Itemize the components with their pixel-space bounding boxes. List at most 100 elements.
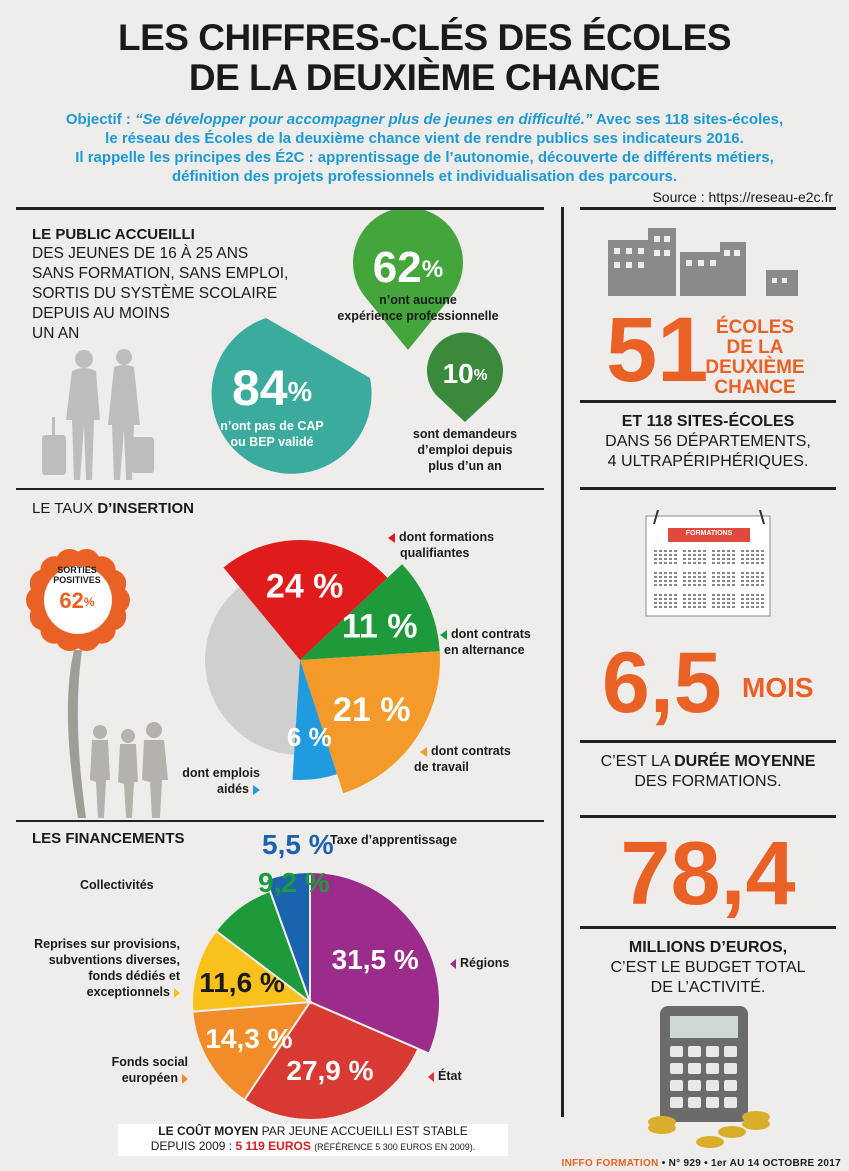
sites-line: 4 ULTRAPÉRIPHÉRIQUES. (607, 453, 809, 470)
buildings-icon (608, 228, 798, 296)
divider (16, 820, 544, 822)
fin-label-fse: Fonds social européen (76, 1054, 188, 1086)
slice-label-aides: dont emplois aidés (160, 765, 260, 797)
divider (580, 207, 836, 210)
arrow-icon (253, 784, 260, 795)
insertion-heading: LE TAUX D’INSERTION (32, 500, 194, 517)
arrow-icon (420, 746, 427, 757)
slice-label-line: dont formations (399, 530, 495, 544)
stat-label-line: expérience professionnelle (337, 309, 499, 323)
stat-10-label: sont demandeurs d’emploi depuis plus d’u… (400, 426, 530, 474)
fin-slice-value: 14,3 % (205, 1023, 292, 1054)
financement-pie: 31,5 %27,9 %14,3 %11,6 %9,2 %5,5 % (191, 829, 441, 1121)
budget-line: C’EST LE BUDGET TOTAL (610, 959, 806, 976)
stat-value: 62 (372, 243, 422, 292)
calendar-banner: FORMATIONS (685, 530, 733, 537)
badge-number: 62 (59, 588, 84, 613)
fin-label-line: européen (121, 1071, 178, 1085)
page-title: LES CHIFFRES-CLÉS DES ÉCOLES DE LA DEUXI… (0, 18, 849, 98)
arrow-icon (450, 958, 456, 969)
drop-62 (353, 210, 463, 350)
sites-text: ET 118 SITES-ÉCOLES DANS 56 DÉPARTEMENTS… (580, 412, 836, 472)
cout-amount: 5 119 EUROS (235, 1139, 311, 1153)
stat-84-label: n’ont pas de CAP ou BEP validé (202, 418, 342, 450)
stat-value: 84 (231, 360, 288, 416)
public-body: DES JEUNES DE 16 À 25 ANS SANS FORMATION… (32, 244, 288, 344)
stat-62-label: n’ont aucune expérience professionnelle (318, 292, 518, 324)
ecoles-label-line: CHANCE (714, 377, 796, 398)
fin-slice (242, 1000, 420, 1121)
intro-text: Objectif : “Se développer pour accompagn… (20, 110, 829, 186)
flower-badge (26, 548, 130, 818)
budget-text: MILLIONS D’EUROS, C’EST LE BUDGET TOTAL … (580, 938, 836, 998)
fin-label-line: fonds dédiés et (88, 969, 180, 983)
slice-label-line: dont contrats (451, 627, 531, 641)
intro-line-3: Il rappelle les principes des É2C : appr… (75, 149, 774, 166)
sites-bold: ET 118 SITES-ÉCOLES (621, 413, 795, 430)
fin-slice (191, 929, 313, 1013)
stat-10: 10% (434, 357, 496, 393)
fin-label-line: Fonds social (111, 1055, 188, 1069)
badge-label-line: POSITIVES (53, 575, 101, 585)
pie-slice-value: 21 % (333, 691, 411, 729)
fin-slice (264, 870, 311, 1003)
pie-slice-value: 6 % (287, 722, 332, 752)
stat-unit: % (421, 256, 444, 284)
calculator-icon (648, 1006, 770, 1148)
stat-label-line: plus d’un an (428, 459, 502, 473)
budget-number: 78,4 (620, 824, 796, 924)
divider (16, 207, 544, 210)
duree-text-a: C’EST LA (600, 753, 675, 770)
slice-label-line: de travail (414, 760, 469, 774)
stat-62: 62% (366, 244, 450, 294)
fin-slice-value: 5,5 % (262, 829, 334, 860)
arrow-icon (428, 1071, 434, 1082)
drop-84 (211, 318, 372, 474)
stat-unit: % (287, 375, 313, 407)
column-divider (561, 207, 564, 1117)
slice-label-formations: dont formations qualifiantes (388, 529, 538, 561)
travelers-illustration (42, 349, 154, 480)
pie-slice (223, 540, 388, 660)
arrow-icon (174, 987, 180, 998)
cout-text: PAR JEUNE ACCUEILLI EST STABLE (258, 1124, 468, 1138)
intro-rest-1: Avec ses 118 sites-écoles, (596, 111, 784, 128)
cout-moyen-box: LE COÛT MOYEN PAR JEUNE ACCUEILLI EST ST… (118, 1124, 508, 1156)
fin-slice-value: 9,2 % (258, 867, 330, 898)
public-body-line: SORTIS DU SYSTÈME SCOLAIRE (32, 285, 278, 302)
fin-slice (191, 1000, 312, 1102)
financement-heading: LES FINANCEMENTS (32, 830, 185, 847)
slice-label-alternance: dont contrats en alternance (440, 626, 550, 658)
ecoles-label-line: DEUXIÈME (705, 357, 805, 378)
insertion-heading-a: LE TAUX (32, 500, 98, 517)
badge-label-line: SORTIES (57, 565, 97, 575)
footer-issue: • N° 929 • 1er AU 14 OCTOBRE 2017 (658, 1158, 841, 1169)
arrow-icon (182, 1073, 188, 1084)
duree-number: 6,5 (602, 635, 722, 731)
divider (580, 400, 836, 403)
pie-slice-value: 11 % (342, 608, 418, 646)
source-link[interactable]: Source : https://reseau-e2c.fr (652, 189, 833, 205)
fin-label-line: Reprises sur provisions, (34, 937, 180, 951)
stat-unit: % (473, 366, 488, 384)
duree-unit: MOIS (742, 672, 814, 703)
divider (580, 487, 836, 490)
ecoles-label-line: ÉCOLES (715, 317, 795, 338)
fin-slice-value: 27,9 % (286, 1055, 373, 1086)
badge-unit: % (83, 595, 95, 610)
insertion-heading-b: D’INSERTION (97, 500, 194, 517)
stat-label-line: sont demandeurs (412, 427, 518, 441)
fin-label-line: subventions diverses, (48, 953, 180, 967)
public-body-line: SANS FORMATION, SANS EMPLOI, (32, 265, 289, 282)
duree-text-c: DES FORMATIONS. (634, 773, 782, 790)
fin-label-regions: Régions (450, 955, 509, 971)
pie-slice-value: 24 % (266, 568, 344, 606)
intro-line-2: le réseau des Écoles de la deuxième chan… (105, 130, 744, 147)
duree-text-b: DURÉE MOYENNE (674, 753, 816, 770)
slice-label-line: aidés (217, 782, 249, 796)
fin-label-line: exceptionnels (86, 985, 170, 999)
stat-label-line: n’ont aucune (379, 293, 457, 307)
slice-label-line: qualifiantes (400, 546, 470, 560)
slice-label-line: en alternance (444, 643, 525, 657)
duree-text: C’EST LA DURÉE MOYENNE DES FORMATIONS. (580, 752, 836, 792)
